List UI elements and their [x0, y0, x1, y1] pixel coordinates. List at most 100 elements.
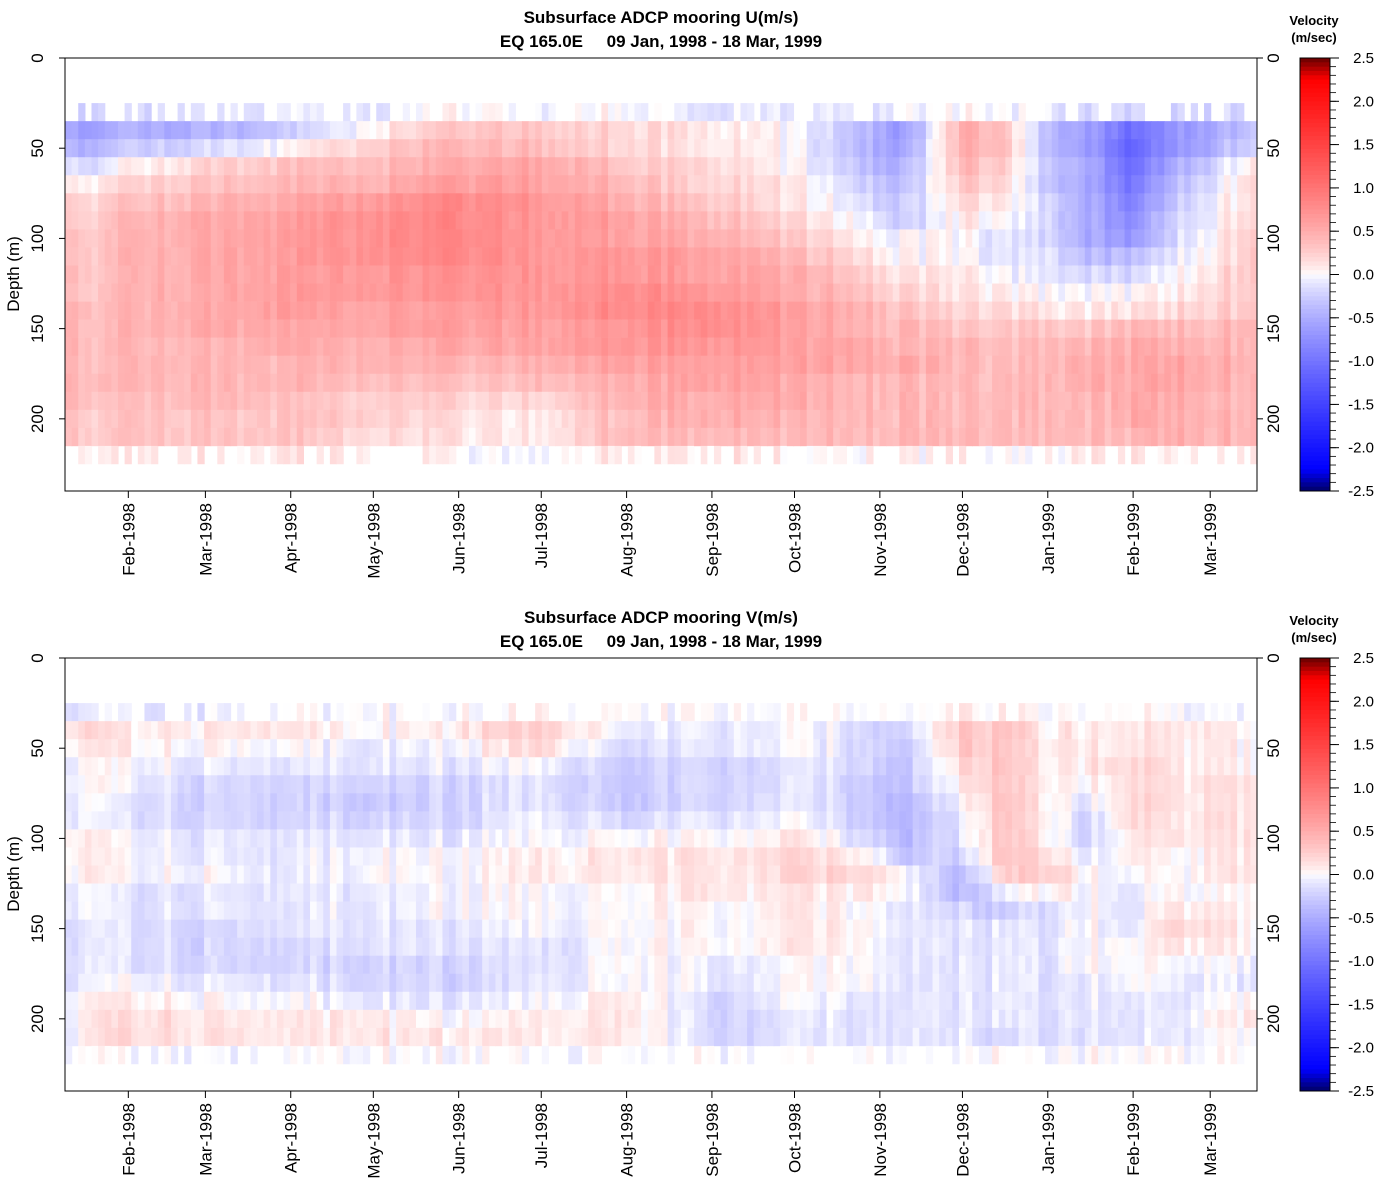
heatmap-cell — [462, 775, 470, 794]
heatmap-cell — [230, 847, 238, 866]
heatmap-cell — [257, 955, 265, 975]
heatmap-cell — [528, 301, 536, 320]
heatmap-cell — [468, 757, 477, 776]
heatmap-cell — [866, 427, 874, 447]
heatmap-cell — [1031, 229, 1040, 248]
heatmap-cell — [760, 139, 768, 158]
heatmap-cell — [541, 391, 550, 411]
heatmap-cell — [303, 229, 311, 248]
heatmap-cell — [1098, 355, 1106, 375]
heatmap-cell — [422, 883, 430, 902]
heatmap-cell — [588, 157, 596, 176]
heatmap-cell — [363, 991, 371, 1011]
heatmap-cell — [190, 373, 199, 393]
heatmap-cell — [1151, 427, 1159, 447]
colorbar-swatch — [1300, 153, 1330, 158]
heatmap-cell — [773, 157, 781, 176]
heatmap-cell — [674, 445, 682, 465]
heatmap-cell — [111, 829, 119, 848]
heatmap-cell — [707, 247, 715, 266]
heatmap-cell — [621, 193, 629, 212]
heatmap-cell — [1011, 301, 1020, 320]
heatmap-cell — [323, 721, 331, 740]
colorbar-swatch — [1300, 343, 1330, 349]
heatmap-cell — [409, 193, 417, 212]
heatmap-cell — [78, 283, 86, 302]
heatmap-cell — [482, 973, 490, 993]
heatmap-cell — [773, 391, 781, 411]
heatmap-cell — [71, 157, 79, 176]
heatmap-cell — [1071, 121, 1079, 140]
heatmap-cell — [1098, 373, 1106, 393]
heatmap-cell — [257, 739, 265, 758]
heatmap-cell — [197, 175, 205, 194]
heatmap-cell — [740, 121, 748, 140]
heatmap-cell — [124, 319, 132, 338]
heatmap-cell — [276, 901, 285, 920]
heatmap-cell — [1151, 283, 1159, 302]
heatmap-cell — [111, 1009, 119, 1029]
heatmap-cell — [455, 247, 463, 266]
heatmap-cell — [124, 847, 132, 866]
heatmap-cell — [303, 721, 311, 740]
heatmap-cell — [210, 1027, 218, 1047]
heatmap-cell — [502, 229, 510, 248]
heatmap-cell — [1223, 247, 1232, 266]
heatmap-cell — [363, 247, 371, 266]
heatmap-cell — [932, 121, 940, 140]
heatmap-cell — [1098, 229, 1106, 248]
heatmap-cell — [356, 1009, 364, 1029]
heatmap-cell — [641, 265, 649, 284]
heatmap-cell — [323, 919, 331, 938]
heatmap-cell — [442, 793, 450, 812]
heatmap-cell — [1177, 193, 1185, 212]
heatmap-cell — [647, 157, 655, 176]
heatmap-cell — [826, 319, 834, 338]
heatmap-cell — [548, 121, 556, 140]
heatmap-cell — [449, 157, 457, 176]
heatmap-cell — [925, 391, 934, 411]
heatmap-cell — [1098, 427, 1106, 447]
heatmap-cell — [283, 937, 291, 956]
heatmap-cell — [396, 1045, 404, 1065]
heatmap-cell — [329, 865, 338, 884]
heatmap-cell — [329, 973, 338, 993]
heatmap-cell — [84, 865, 93, 884]
heatmap-cell — [237, 1027, 245, 1047]
heatmap-cell — [396, 883, 404, 902]
heatmap-cell — [700, 121, 708, 140]
heatmap-cell — [694, 355, 702, 375]
heatmap-cell — [780, 193, 788, 212]
heatmap-cell — [1111, 247, 1119, 266]
heatmap-cell — [475, 427, 483, 447]
heatmap-cell — [846, 427, 854, 447]
heatmap-cell — [1204, 247, 1212, 266]
heatmap-cell — [1025, 283, 1033, 302]
heatmap-cell — [687, 301, 695, 320]
heatmap-cell — [482, 937, 490, 956]
heatmap-cell — [349, 337, 357, 356]
heatmap-cell — [886, 121, 894, 140]
heatmap-cell — [998, 211, 1006, 230]
heatmap-cell — [806, 391, 814, 411]
heatmap-cell — [290, 211, 298, 230]
heatmap-cell — [998, 157, 1006, 176]
heatmap-cell — [402, 409, 410, 429]
heatmap-cell — [230, 229, 238, 248]
heatmap-cell — [442, 265, 450, 284]
heatmap-cell — [1084, 427, 1093, 447]
heatmap-cell — [396, 757, 404, 776]
heatmap-cell — [1144, 409, 1152, 429]
heatmap-cell — [343, 391, 351, 411]
heatmap-cell — [323, 703, 331, 722]
heatmap-cell — [117, 373, 126, 393]
heatmap-cell — [283, 355, 291, 375]
heatmap-cell — [382, 283, 391, 302]
heatmap-cell — [482, 739, 490, 758]
heatmap-cell — [939, 355, 947, 375]
heatmap-cell — [124, 409, 132, 429]
heatmap-cell — [601, 445, 609, 465]
heatmap-cell — [555, 355, 563, 375]
heatmap-cell — [793, 211, 801, 230]
heatmap-cell — [1111, 355, 1119, 375]
